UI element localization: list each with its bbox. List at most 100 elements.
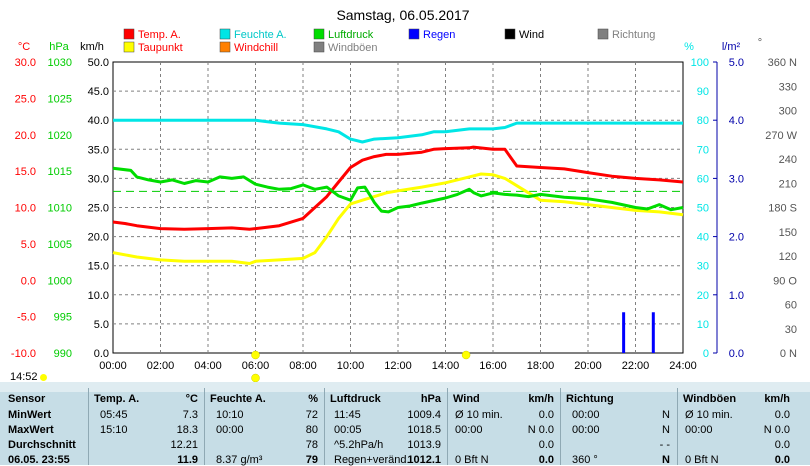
temp-axis-tick: 15.0 xyxy=(15,166,36,178)
table-cell-value: 1013.9 xyxy=(407,439,441,451)
table-cell-time: 00:00 xyxy=(216,424,244,436)
table-cell-value: 0.0 xyxy=(538,454,554,466)
table-cell-value: N xyxy=(662,409,670,421)
table-cell-value: 0.0 xyxy=(538,409,554,421)
series-line-1 xyxy=(112,172,684,265)
direction-axis-tick: 300 xyxy=(779,106,797,118)
wind-axis-tick: 30.0 xyxy=(88,173,109,185)
humidity-axis-tick: 50 xyxy=(697,203,709,215)
table-cell-value: 78 xyxy=(305,439,318,451)
legend-swatch xyxy=(219,28,231,40)
rain-axis-tick: 3.0 xyxy=(729,173,744,185)
humidity-axis-tick: 10 xyxy=(697,319,709,331)
table-cell-value: 72 xyxy=(305,409,318,421)
legend-swatch xyxy=(313,28,325,40)
table-header-unit: km/h xyxy=(528,393,554,405)
table-cell-value: - - xyxy=(659,439,670,451)
legend-label: Feuchte A. xyxy=(234,29,287,41)
direction-axis-tick: 240 xyxy=(779,154,797,166)
pressure-axis-tick: 1005 xyxy=(48,239,72,251)
wind-axis-tick: 50.0 xyxy=(88,57,109,69)
table-header-sensor: Luftdruck xyxy=(330,393,381,405)
rain-axis-tick: 4.0 xyxy=(729,115,744,127)
table-cell-time: 10:10 xyxy=(216,409,244,421)
direction-axis-tick: 60 xyxy=(785,300,797,312)
current-time-dot xyxy=(40,374,47,381)
rain-axis-tick: 0.0 xyxy=(729,348,744,360)
table-header-unit: % xyxy=(308,393,318,405)
table-cell-time: 05:45 xyxy=(100,409,128,421)
legend-label: Luftdruck xyxy=(328,29,374,41)
wind-axis-tick: 20.0 xyxy=(88,232,109,244)
legend-swatch xyxy=(123,28,135,40)
time-marker xyxy=(251,350,260,360)
table-top-band xyxy=(0,382,810,392)
x-tick-label: 08:00 xyxy=(289,360,317,372)
wind-axis-tick: 10.0 xyxy=(88,290,109,302)
table-row-label: Durchschnitt xyxy=(8,439,76,451)
legend-label: Windböen xyxy=(328,42,378,54)
x-tick-label: 14:00 xyxy=(432,360,460,372)
table-header-sensor: Windböen xyxy=(683,393,737,405)
table-header-unit: km/h xyxy=(764,393,790,405)
table-cell-value: 0.0 xyxy=(774,454,790,466)
legend-swatch xyxy=(219,41,231,53)
pressure-axis-tick: 1015 xyxy=(48,166,72,178)
table-header-unit: hPa xyxy=(420,393,441,405)
direction-axis-tick: 120 xyxy=(779,251,797,263)
table-cell-value: 0.0 xyxy=(774,409,790,421)
wind-axis-label: km/h xyxy=(80,41,104,53)
chart-axes: 00:00 02:00 04:00 06:00 08:00 10:00 12:00 14:00… xyxy=(11,37,798,372)
series-line-2 xyxy=(113,118,683,144)
table-header-sensor: Richtung xyxy=(566,393,614,405)
table-cell-time: ^5.2hPa/h xyxy=(334,439,384,451)
legend-label: Temp. A. xyxy=(138,29,181,41)
table-header-sensor: Wind xyxy=(453,393,480,405)
rain-axis-tick: 2.0 xyxy=(729,232,744,244)
table-divider xyxy=(88,388,89,465)
table-cell-value: 11.9 xyxy=(177,454,198,466)
temp-axis-tick: -10.0 xyxy=(11,348,36,360)
rain-axis-tick: 1.0 xyxy=(729,290,744,302)
table-cell-time: 360 ° xyxy=(572,454,598,466)
table-cell-time: 00:00 xyxy=(455,424,483,436)
pressure-axis-tick: 1025 xyxy=(48,93,72,105)
table-cell-time: Ø 10 min. xyxy=(685,409,733,421)
pressure-axis-tick: 1020 xyxy=(48,130,72,142)
wind-axis-tick: 25.0 xyxy=(88,203,109,215)
table-cell-time: 8.37 g/m³ xyxy=(216,454,263,466)
temp-axis-tick: 30.0 xyxy=(15,57,36,69)
wind-axis-tick: 5.0 xyxy=(94,319,109,331)
series-line-3 xyxy=(112,166,684,214)
x-tick-label: 10:00 xyxy=(337,360,365,372)
temp-axis-label: °C xyxy=(18,41,30,53)
table-cell-value: N xyxy=(662,454,670,466)
table-cell-value: 7.3 xyxy=(182,409,198,421)
table-cell-value: 0.0 xyxy=(774,439,790,451)
x-tick-label: 06:00 xyxy=(242,360,270,372)
wind-axis-tick: 15.0 xyxy=(88,261,109,273)
temp-axis-tick: 0.0 xyxy=(21,275,36,287)
pressure-axis-tick: 1010 xyxy=(48,203,72,215)
direction-axis-tick: 270 W xyxy=(765,130,797,142)
direction-axis-tick: 150 xyxy=(779,227,797,239)
table-cell-time: 00:00 xyxy=(572,409,600,421)
table-row-label: MaxWert xyxy=(8,424,54,436)
humidity-axis-tick: 70 xyxy=(697,144,709,156)
x-tick-label: 12:00 xyxy=(384,360,412,372)
wind-axis-tick: 35.0 xyxy=(88,144,109,156)
table-cell-value: 0.0 xyxy=(538,439,554,451)
humidity-axis-tick: 100 xyxy=(691,57,709,69)
table-header-sensor: Temp. A. xyxy=(94,393,140,405)
direction-axis-tick: 180 S xyxy=(768,203,797,215)
x-tick-label: 22:00 xyxy=(622,360,650,372)
table-cell-time: 11:45 xyxy=(334,409,361,421)
humidity-axis-tick: 40 xyxy=(697,232,709,244)
legend-label: Richtung xyxy=(612,29,655,41)
direction-axis-tick: 360 N xyxy=(768,57,797,69)
temp-axis-tick: -5.0 xyxy=(17,312,36,324)
temp-axis-tick: 25.0 xyxy=(15,93,36,105)
table-row-label: MinWert xyxy=(8,409,52,421)
temp-axis-tick: 20.0 xyxy=(15,130,36,142)
table-cell-time: 00:00 xyxy=(685,424,713,436)
